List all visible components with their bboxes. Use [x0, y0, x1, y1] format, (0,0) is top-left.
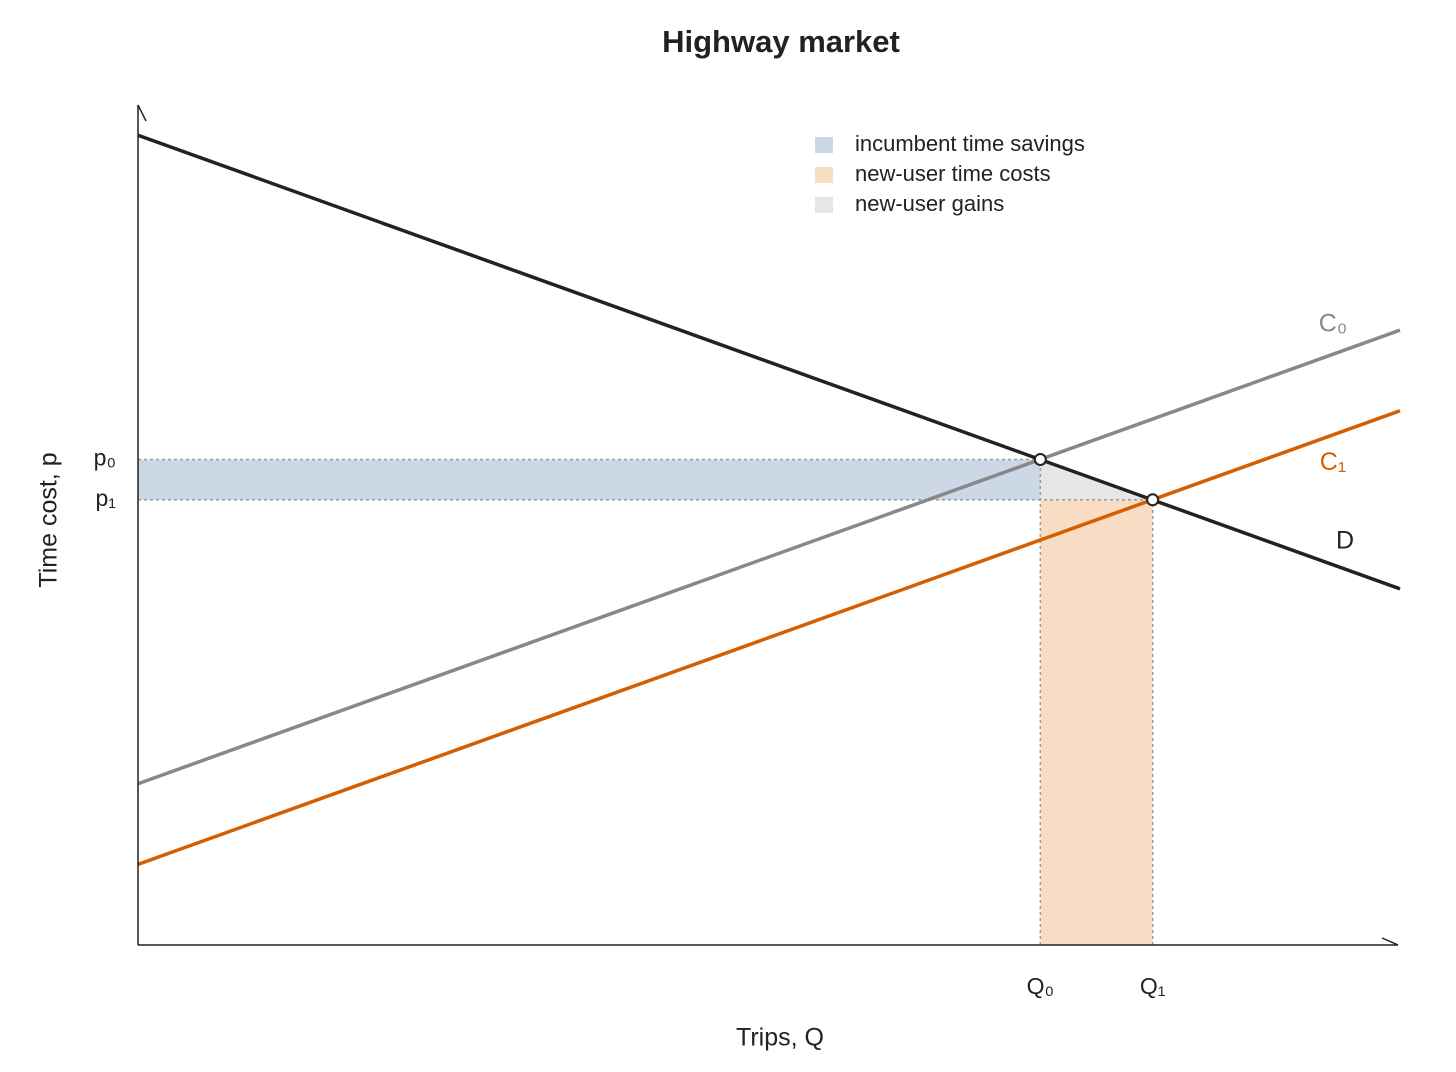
legend-label: incumbent time savings [855, 131, 1085, 156]
series-label: D [1336, 526, 1354, 554]
y-tick-label: p₁ [95, 485, 116, 511]
chart-title: Highway market [662, 24, 900, 59]
series-label: C₀ [1319, 309, 1347, 337]
legend-swatch [815, 197, 833, 213]
y-axis-arrow [137, 104, 147, 122]
legend-swatch [815, 137, 833, 153]
legend-label: new-user gains [855, 191, 1004, 216]
series-line [137, 328, 1401, 786]
x-tick-label: Q₀ [1027, 973, 1054, 999]
y-tick-label: p₀ [94, 445, 116, 471]
y-axis-label: Time cost, p [35, 452, 63, 587]
x-tick-label: Q₁ [1140, 973, 1166, 999]
legend-label: new-user time costs [855, 161, 1051, 186]
new-user-cost-area [1040, 499, 1153, 945]
series-label: C₁ [1320, 448, 1347, 476]
legend-swatch [815, 167, 833, 183]
lines [137, 133, 1401, 867]
x-axis-arrow [1381, 937, 1399, 946]
equilibrium-point [1146, 493, 1160, 507]
areas [138, 459, 1153, 945]
equilibrium-point [1033, 452, 1047, 466]
series-line [137, 409, 1401, 867]
x-axis-label: Trips, Q [736, 1024, 824, 1052]
guides [138, 458, 1154, 945]
series-line [137, 133, 1401, 591]
incumbent-savings-area [138, 459, 1041, 500]
